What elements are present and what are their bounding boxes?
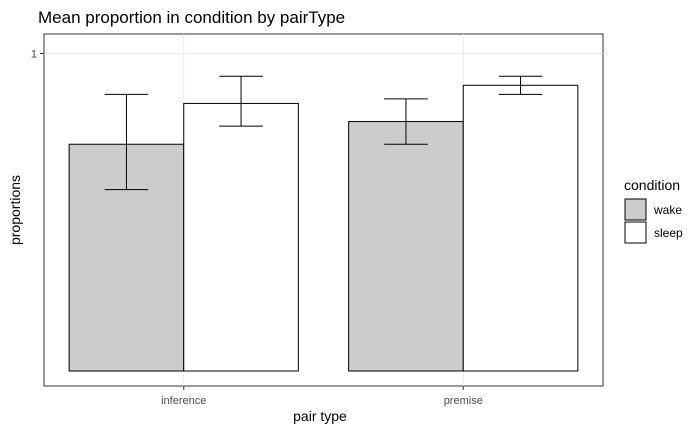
- legend-label-wake: wake: [653, 203, 682, 217]
- legend: condition wake sleep: [624, 177, 683, 244]
- legend-key-sleep: [624, 221, 647, 244]
- x-axis: inference premise: [161, 386, 483, 407]
- x-tick-label-inference: inference: [161, 395, 206, 407]
- legend-label-sleep: sleep: [654, 226, 683, 240]
- y-axis-title: proportions: [7, 175, 23, 245]
- x-tick-label-premise: premise: [444, 395, 483, 407]
- legend-title: condition: [624, 177, 680, 193]
- error-bars: [104, 75, 543, 191]
- bar-wake-premise: [348, 121, 464, 372]
- y-axis: 1: [31, 49, 44, 61]
- chart-title: Mean proportion in condition by pairType: [38, 8, 345, 27]
- legend-key-wake: [624, 198, 647, 221]
- bar-sleep-premise: [462, 84, 579, 372]
- x-axis-title: pair type: [293, 408, 347, 424]
- bars: [68, 84, 579, 372]
- y-tick-label: 1: [31, 49, 37, 61]
- bar-sleep-inference: [183, 102, 299, 372]
